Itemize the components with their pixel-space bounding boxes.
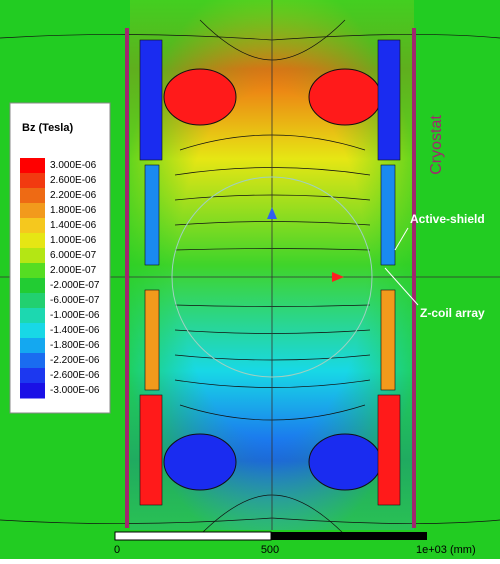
legend-swatch	[20, 293, 45, 309]
legend-label: 3.000E-06	[50, 160, 97, 171]
coil	[163, 433, 237, 491]
active-shield-label: Active-shield	[410, 212, 485, 226]
arrow-x	[332, 272, 344, 282]
scale-bar-black	[271, 532, 427, 540]
legend-swatch	[20, 203, 45, 219]
legend-swatch	[20, 158, 45, 174]
legend-swatch	[20, 368, 45, 384]
legend-label: -3.000E-06	[50, 385, 100, 396]
legend-label: -2.200E-06	[50, 355, 100, 366]
coil	[308, 433, 382, 491]
legend-label: 6.000E-07	[50, 250, 97, 261]
legend-swatch	[20, 173, 45, 189]
legend-label: 2.200E-06	[50, 190, 97, 201]
legend-label: 1.400E-06	[50, 220, 97, 231]
legend-label: -2.000E-07	[50, 280, 100, 291]
scale-bar-white	[114, 531, 272, 541]
dsv-sphere	[171, 176, 373, 378]
arrow-z	[267, 207, 277, 219]
legend-swatch	[20, 353, 45, 369]
legend-swatch	[20, 308, 45, 324]
legend-label: -1.000E-06	[50, 310, 100, 321]
legend-label: 1.800E-06	[50, 205, 97, 216]
legend-label: -1.400E-06	[50, 325, 100, 336]
legend-swatch	[20, 188, 45, 204]
scale-label: 1e+03 (mm)	[416, 544, 476, 556]
scale-label: 0	[114, 544, 120, 556]
z-coil-label: Z-coil array	[420, 306, 485, 320]
legend-title: Bz (Tesla)	[22, 122, 73, 134]
legend-swatch	[20, 323, 45, 339]
legend-label: -1.800E-06	[50, 340, 100, 351]
legend-label: 2.600E-06	[50, 175, 97, 186]
legend-swatch	[20, 338, 45, 354]
legend-swatch	[20, 248, 45, 264]
leader-line	[384, 267, 419, 306]
scale-label: 500	[261, 544, 279, 556]
legend-label: 1.000E-06	[50, 235, 97, 246]
legend-swatch	[20, 233, 45, 249]
legend-swatch	[20, 383, 45, 399]
legend-label: 2.000E-07	[50, 265, 97, 276]
coil	[308, 68, 382, 126]
legend-swatch	[20, 263, 45, 279]
leader-line	[394, 227, 409, 251]
legend-label: -6.000E-07	[50, 295, 100, 306]
legend: 3.000E-06 2.600E-06 2.200E-06 1.800E-06 1.40…	[20, 158, 100, 399]
legend-label: -2.600E-06	[50, 370, 100, 381]
legend-swatch	[20, 278, 45, 294]
coil-arrays	[139, 39, 401, 506]
legend-swatch	[20, 218, 45, 234]
cryostat-label: Cryostat	[428, 115, 445, 175]
coil	[163, 68, 237, 126]
